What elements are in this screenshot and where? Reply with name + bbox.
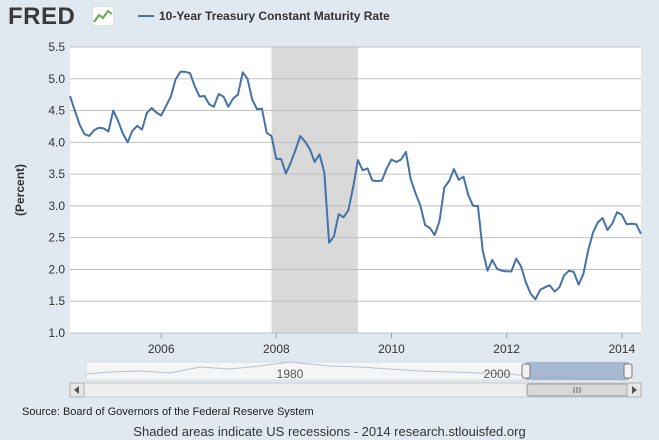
legend-label: 10-Year Treasury Constant Maturity Rate [159, 9, 390, 23]
y-axis-label: (Percent) [13, 164, 27, 216]
chart-line-icon [92, 6, 114, 26]
arrow-left-icon [74, 386, 79, 394]
navigator-selection [526, 362, 628, 380]
y-tick-label: 1.0 [48, 326, 65, 340]
x-axis-ticks: 2006 2008 2010 2012 2014 [148, 333, 635, 356]
x-tick-label: 2008 [263, 342, 290, 356]
footer-note: Shaded areas indicate US recessions - 20… [133, 424, 526, 439]
navigator-handle-right[interactable] [623, 363, 633, 379]
navigator-label-1980: 1980 [277, 367, 304, 381]
x-tick-label: 2006 [148, 342, 175, 356]
grip-icon [573, 387, 581, 393]
y-tick-label: 1.5 [48, 294, 65, 308]
y-tick-label: 4.0 [48, 135, 65, 149]
y-axis-ticks: 1.0 1.5 2.0 2.5 3.0 3.5 4.0 4.5 5.0 5.5 [48, 40, 65, 340]
arrow-right-icon [632, 386, 637, 394]
y-tick-label: 5.0 [48, 72, 65, 86]
navigator-handle-left[interactable] [521, 363, 531, 379]
x-tick-label: 2010 [378, 342, 405, 356]
y-tick-label: 2.5 [48, 231, 65, 245]
fred-logo[interactable]: FRED [8, 3, 76, 30]
y-tick-label: 5.5 [48, 40, 65, 54]
legend: 10-Year Treasury Constant Maturity Rate [138, 9, 390, 23]
navigator[interactable]: 1980 2000 [85, 361, 633, 381]
y-tick-label: 3.5 [48, 167, 65, 181]
y-tick-label: 2.0 [48, 262, 65, 276]
recession-band [271, 47, 358, 333]
y-tick-label: 3.0 [48, 199, 65, 213]
legend-swatch [138, 15, 154, 17]
navigator-label-2000: 2000 [484, 367, 511, 381]
source-text: Source: Board of Governors of the Federa… [22, 406, 314, 418]
x-tick-label: 2012 [493, 342, 520, 356]
scrollbar[interactable] [69, 382, 642, 398]
x-tick-label: 2014 [608, 342, 635, 356]
series-line [69, 70, 642, 301]
y-tick-label: 4.5 [48, 104, 65, 118]
header: FRED 10-Year Treasury Constant Maturity … [0, 0, 659, 34]
